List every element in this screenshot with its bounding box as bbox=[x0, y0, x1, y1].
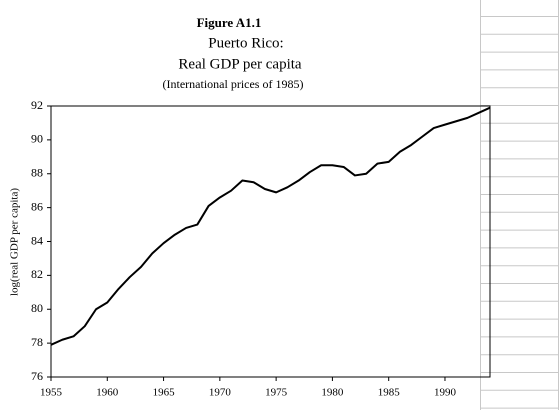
x-tick-label: 1965 bbox=[153, 387, 176, 399]
data-line bbox=[50, 106, 491, 346]
y-tick-label: 92 bbox=[31, 98, 43, 112]
y-tick-label: 80 bbox=[31, 301, 43, 315]
y-axis-label: log(real GDP per capita) bbox=[9, 188, 21, 296]
x-tick-label: 1970 bbox=[209, 387, 232, 399]
x-tick-label: 1955 bbox=[40, 387, 63, 399]
chart-subtitle: Puerto Rico: bbox=[208, 35, 283, 51]
y-tick-label: 82 bbox=[31, 267, 43, 281]
y-tick-label: 86 bbox=[31, 199, 43, 213]
chart-note: (International prices of 1985) bbox=[163, 77, 304, 91]
y-tick-label: 84 bbox=[31, 233, 43, 247]
x-tick-label: 1980 bbox=[321, 387, 344, 399]
chart-subtitle: Real GDP per capita bbox=[178, 56, 301, 72]
x-tick-label: 1985 bbox=[378, 387, 401, 399]
chart-area bbox=[0, 0, 480, 410]
x-tick-label: 1975 bbox=[265, 387, 288, 399]
sheet-grid bbox=[480, 0, 559, 410]
x-tick-label: 1990 bbox=[434, 387, 457, 399]
y-tick-label: 78 bbox=[31, 335, 43, 349]
y-tick-label: 88 bbox=[31, 166, 43, 180]
y-tick-label: 90 bbox=[31, 132, 43, 146]
chart-title: Figure A1.1 bbox=[197, 15, 262, 30]
y-tick-label: 76 bbox=[31, 369, 43, 383]
x-tick-label: 1960 bbox=[96, 387, 119, 399]
